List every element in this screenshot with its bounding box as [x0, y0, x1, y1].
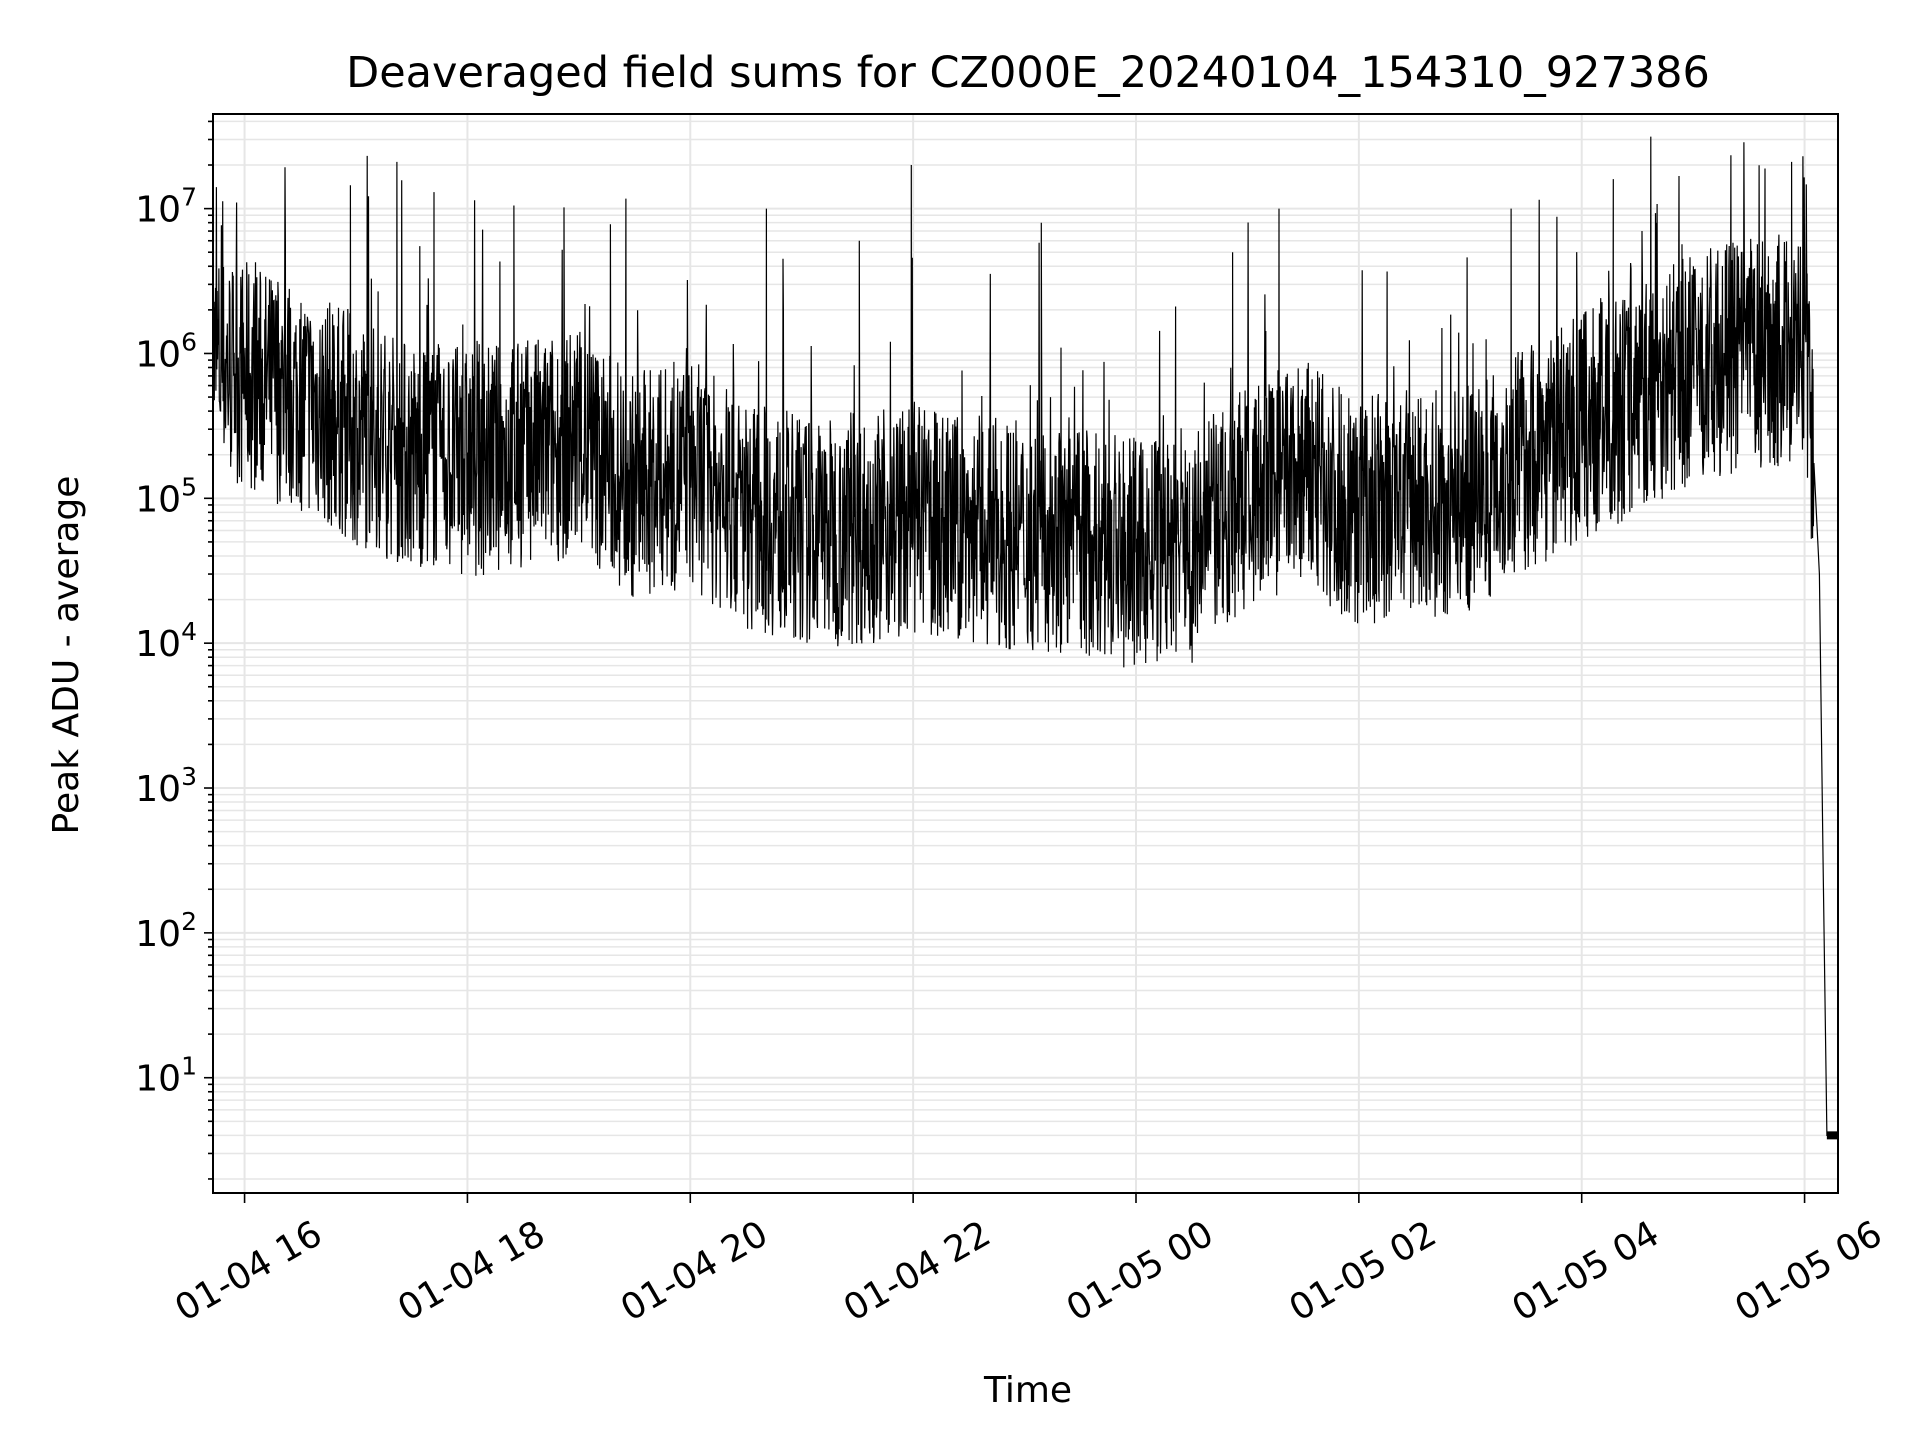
y-tick-label: 102: [135, 907, 197, 955]
y-tick-label: 105: [135, 472, 197, 520]
y-tick-exp: 1: [181, 1052, 197, 1081]
y-tick-label: 107: [135, 183, 197, 231]
y-tick-base: 10: [135, 479, 181, 520]
y-tick-base: 10: [135, 1059, 181, 1100]
y-tick-exp: 5: [181, 472, 197, 501]
series-line: [212, 136, 1838, 1136]
x-axis-label: Time: [983, 1370, 1072, 1411]
y-tick-base: 10: [135, 624, 181, 665]
axes-frame: [212, 113, 1839, 1194]
y-tick-label: 104: [135, 617, 197, 665]
y-tick-base: 10: [135, 334, 181, 375]
y-tick-exp: 6: [181, 327, 197, 356]
y-tick-exp: 4: [181, 617, 197, 646]
plot-area: [212, 136, 1838, 1140]
y-tick-label: 106: [135, 327, 197, 375]
y-tick-base: 10: [135, 914, 181, 955]
y-tick-exp: 2: [181, 907, 197, 936]
chart-title: Deaveraged field sums for CZ000E_2024010…: [346, 48, 1710, 98]
y-tick-exp: 7: [181, 183, 197, 212]
y-axis-label: Peak ADU - average: [46, 476, 87, 835]
y-tick-base: 10: [135, 769, 181, 810]
y-tick-exp: 3: [181, 762, 197, 791]
grid-lines: [213, 114, 1838, 1193]
y-tick-label: 103: [135, 762, 197, 810]
y-tick-base: 10: [135, 190, 181, 231]
y-tick-label: 101: [135, 1052, 197, 1100]
